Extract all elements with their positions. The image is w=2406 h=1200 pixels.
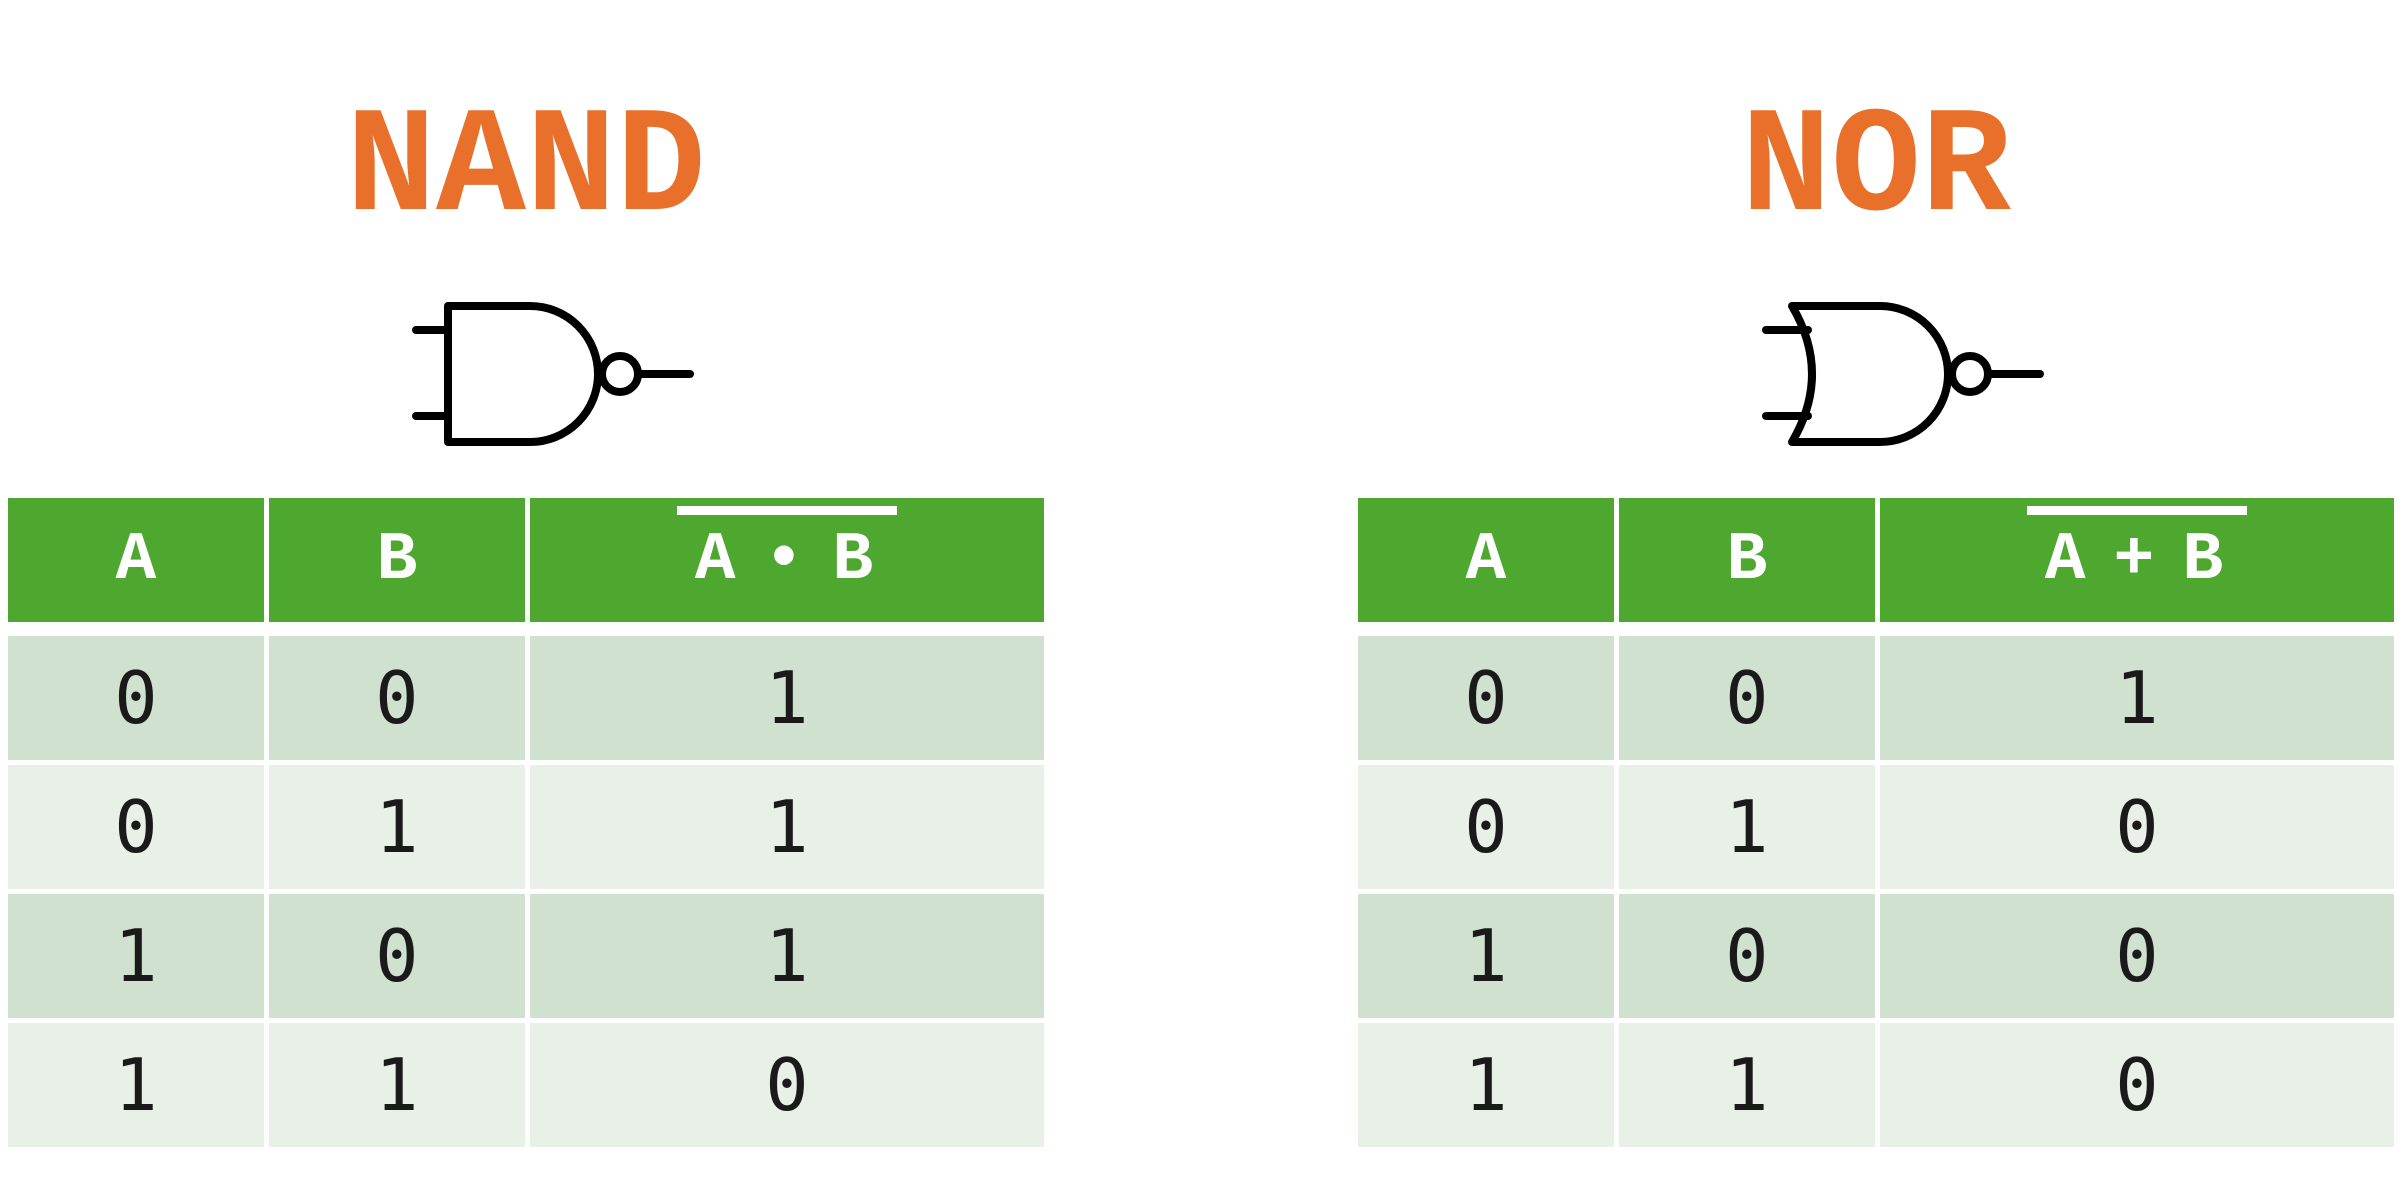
cell-b: 0 bbox=[268, 636, 525, 760]
cell-a: 0 bbox=[8, 636, 264, 760]
nor-panel: NOR A B A + B 0 0 1 bbox=[1358, 0, 2394, 1170]
table-header-row: A B A + B bbox=[1358, 498, 2394, 622]
cell-b: 1 bbox=[268, 1023, 525, 1147]
header-spacer bbox=[1358, 627, 2394, 631]
cell-out: 1 bbox=[529, 765, 1044, 889]
cell-a: 0 bbox=[1358, 636, 1614, 760]
header-b: B bbox=[268, 498, 525, 622]
expr-operand-a: A bbox=[2044, 521, 2092, 599]
header-spacer bbox=[8, 627, 1044, 631]
cell-b: 1 bbox=[268, 765, 525, 889]
expr-operand-a: A bbox=[694, 521, 742, 599]
cell-b: 1 bbox=[1618, 1023, 1875, 1147]
cell-a: 1 bbox=[8, 1023, 264, 1147]
cell-a: 0 bbox=[1358, 765, 1614, 889]
expr-operator: • bbox=[763, 521, 811, 599]
cell-a: 1 bbox=[1358, 1023, 1614, 1147]
table-row: 0 0 1 bbox=[1358, 636, 2394, 760]
header-a: A bbox=[8, 498, 264, 622]
cell-a: 1 bbox=[1358, 894, 1614, 1018]
table-row: 1 0 0 bbox=[1358, 894, 2394, 1018]
nand-panel: NAND A B A • B 0 0 1 bbox=[8, 0, 1044, 1170]
table-row: 0 1 0 bbox=[1358, 765, 2394, 889]
expr-operand-b: B bbox=[2182, 521, 2230, 599]
nand-gate-icon bbox=[412, 302, 694, 446]
table-row: 0 1 1 bbox=[8, 765, 1044, 889]
cell-b: 0 bbox=[268, 894, 525, 1018]
table-row: 1 1 0 bbox=[8, 1023, 1044, 1147]
nor-title: NOR bbox=[1740, 85, 2012, 255]
output-expression: A + B bbox=[2026, 505, 2248, 599]
table-row: 1 0 1 bbox=[8, 894, 1044, 1018]
cell-out: 0 bbox=[529, 1023, 1044, 1147]
cell-out: 1 bbox=[529, 894, 1044, 1018]
expr-operand-b: B bbox=[832, 521, 880, 599]
nor-gate-icon bbox=[1762, 302, 2044, 446]
header-a: A bbox=[1358, 498, 1614, 622]
expr-operator: + bbox=[2113, 521, 2161, 599]
cell-b: 0 bbox=[1618, 636, 1875, 760]
header-output: A • B bbox=[529, 498, 1044, 622]
table-header-row: A B A • B bbox=[8, 498, 1044, 622]
cell-b: 1 bbox=[1618, 765, 1875, 889]
header-b: B bbox=[1618, 498, 1875, 622]
header-output: A + B bbox=[1879, 498, 2394, 622]
table-row: 0 0 1 bbox=[8, 636, 1044, 760]
nand-title: NAND bbox=[345, 85, 707, 255]
output-expression: A • B bbox=[676, 505, 898, 599]
cell-out: 0 bbox=[1879, 765, 2394, 889]
cell-a: 1 bbox=[8, 894, 264, 1018]
cell-a: 0 bbox=[8, 765, 264, 889]
cell-out: 0 bbox=[1879, 1023, 2394, 1147]
cell-out: 1 bbox=[1879, 636, 2394, 760]
nand-truth-table: A B A • B 0 0 1 0 1 1 1 0 1 bbox=[3, 493, 1049, 1152]
cell-b: 0 bbox=[1618, 894, 1875, 1018]
table-row: 1 1 0 bbox=[1358, 1023, 2394, 1147]
cell-out: 1 bbox=[529, 636, 1044, 760]
cell-out: 0 bbox=[1879, 894, 2394, 1018]
nor-truth-table: A B A + B 0 0 1 0 1 0 1 0 0 bbox=[1353, 493, 2399, 1152]
